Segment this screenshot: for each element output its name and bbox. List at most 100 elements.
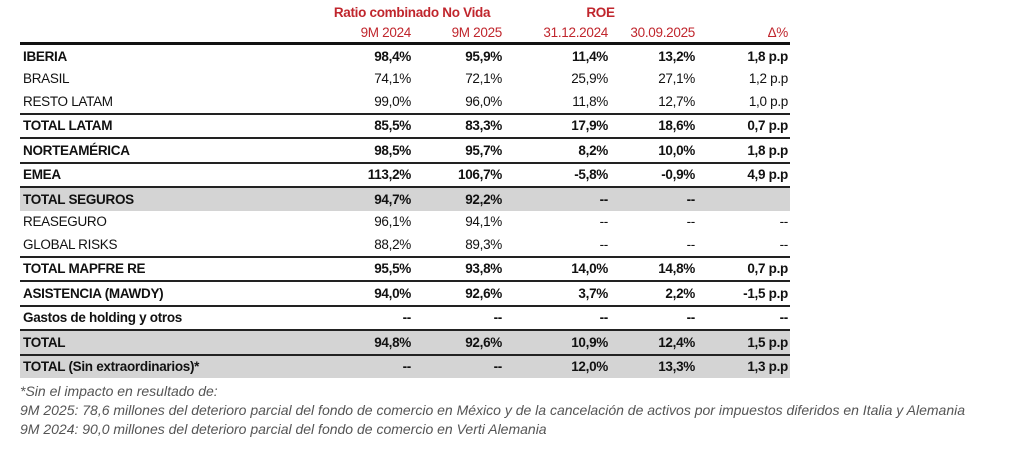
row-label: GLOBAL RISKS bbox=[23, 236, 118, 252]
group-header-row: Ratio combinado No Vida ROE bbox=[20, 2, 790, 22]
table-row: TOTAL MAPFRE RE 95,5% 93,8% 14,0% 14,8% 0,7 p… bbox=[20, 255, 790, 281]
table-cell bbox=[697, 186, 790, 211]
table-cell: 10,9% bbox=[504, 329, 610, 355]
col-header: 31.12.2024 bbox=[504, 22, 610, 45]
table-cell: 98,5% bbox=[320, 137, 413, 163]
table-row: TOTAL (Sin extraordinarios)* -- -- 12,0% 13,… bbox=[20, 353, 790, 378]
col-header: 9M 2025 bbox=[413, 22, 504, 45]
footnote: 9M 2024: 90,0 millones del deterioro par… bbox=[20, 421, 547, 437]
table-cell: 94,0% bbox=[320, 280, 413, 306]
table-cell: -- bbox=[779, 214, 789, 230]
table-row: ASISTENCIA (MAWDY) 94,0% 92,6% 3,7% 2,2% -1,5… bbox=[20, 280, 790, 306]
table-row: GLOBAL RISKS 88,2% 89,3% -- -- -- bbox=[20, 233, 790, 257]
table-cell: -1,5 p.p bbox=[697, 280, 790, 306]
table-row: REASEGURO 96,1% 94,1% -- -- -- bbox=[20, 211, 790, 234]
table-cell: -- bbox=[599, 236, 609, 252]
table-cell: 95,9% bbox=[465, 48, 502, 64]
table-cell: 98,4% bbox=[374, 48, 411, 64]
row-label: Gastos de holding y otros bbox=[20, 304, 320, 330]
table-cell: 92,2% bbox=[413, 186, 504, 211]
table-cell: 96,0% bbox=[413, 90, 504, 114]
table-row: RESTO LATAM 99,0% 96,0% 11,8% 12,7% 1,0 p.p bbox=[20, 90, 790, 114]
row-label: TOTAL MAPFRE RE bbox=[20, 255, 320, 281]
table-row: IBERIA 98,4% 95,9% 11,4% 13,2% 1,8 p.p bbox=[20, 44, 790, 68]
table-cell: 92,6% bbox=[413, 329, 504, 355]
table-row: Gastos de holding y otros -- -- -- -- -- bbox=[20, 304, 790, 330]
table-cell: 1,2 p.p bbox=[748, 71, 788, 87]
table-cell: 3,7% bbox=[504, 280, 610, 306]
table-cell: 74,1% bbox=[374, 71, 411, 87]
table-cell: 85,5% bbox=[320, 112, 413, 138]
col-header: 9M 2024 bbox=[320, 22, 413, 45]
col-header: Δ% bbox=[697, 22, 790, 45]
table-cell: 94,1% bbox=[465, 214, 502, 230]
row-label: ASISTENCIA (MAWDY) bbox=[20, 280, 320, 306]
table-cell: 1,8 p.p bbox=[747, 48, 788, 64]
table-cell: -- bbox=[686, 236, 696, 252]
row-label: BRASIL bbox=[23, 71, 70, 87]
table-cell: 12,4% bbox=[610, 329, 697, 355]
table-cell: -- bbox=[686, 214, 696, 230]
footnotes: *Sin el impacto en resultado de: 9M 2025… bbox=[20, 382, 1020, 439]
table-cell: 4,9 p.p bbox=[697, 161, 790, 187]
table-cell: -- bbox=[413, 304, 504, 330]
table-cell: 12,0% bbox=[504, 353, 610, 378]
table-cell: 1,8 p.p bbox=[697, 137, 790, 163]
row-label: IBERIA bbox=[23, 48, 67, 64]
table-cell: 113,2% bbox=[320, 161, 413, 187]
table-cell: 89,3% bbox=[465, 236, 502, 252]
table-cell: 12,7% bbox=[610, 90, 697, 114]
row-label: REASEGURO bbox=[23, 214, 107, 230]
table-cell: -- bbox=[610, 186, 697, 211]
table-cell: 106,7% bbox=[413, 161, 504, 187]
table-cell: 99,0% bbox=[320, 90, 413, 114]
table-cell: 13,3% bbox=[610, 353, 697, 378]
table-cell: 11,4% bbox=[571, 48, 608, 64]
table-cell: 93,8% bbox=[413, 255, 504, 281]
table-cell: 18,6% bbox=[610, 112, 697, 138]
table-cell: 0,7 p.p bbox=[697, 112, 790, 138]
table-cell: 25,9% bbox=[571, 71, 608, 87]
table-cell: -0,9% bbox=[610, 161, 697, 187]
table-cell: 72,1% bbox=[465, 71, 502, 87]
table-cell: -5,8% bbox=[504, 161, 610, 187]
footnote: *Sin el impacto en resultado de: bbox=[20, 383, 218, 399]
table-cell: 92,6% bbox=[413, 280, 504, 306]
table-cell: -- bbox=[504, 186, 610, 211]
table-cell: 95,7% bbox=[413, 137, 504, 163]
row-label: TOTAL SEGUROS bbox=[20, 186, 320, 211]
group-header-combined-ratio: Ratio combinado No Vida bbox=[333, 4, 491, 20]
table-cell: 95,5% bbox=[320, 255, 413, 281]
table-cell: 17,9% bbox=[504, 112, 610, 138]
row-label: TOTAL bbox=[20, 329, 320, 355]
table-cell: 8,2% bbox=[504, 137, 610, 163]
col-header: 30.09.2025 bbox=[610, 22, 697, 45]
column-header-row: 9M 2024 9M 2025 31.12.2024 30.09.2025 Δ% bbox=[20, 22, 790, 45]
table-cell: 1,3 p.p bbox=[697, 353, 790, 378]
table-cell: 10,0% bbox=[610, 137, 697, 163]
table-cell: 94,8% bbox=[320, 329, 413, 355]
table-cell: -- bbox=[504, 304, 610, 330]
footnote: 9M 2025: 78,6 millones del deterioro par… bbox=[20, 402, 965, 418]
row-label: NORTEAMÉRICA bbox=[20, 137, 320, 163]
table-cell: 1,5 p.p bbox=[697, 329, 790, 355]
table-cell: -- bbox=[413, 353, 504, 378]
row-label: RESTO LATAM bbox=[20, 90, 320, 114]
table-cell: 0,7 p.p bbox=[697, 255, 790, 281]
table-cell: -- bbox=[779, 236, 789, 252]
table-cell: -- bbox=[610, 304, 697, 330]
table-cell: -- bbox=[320, 304, 413, 330]
table-cell: 14,8% bbox=[610, 255, 697, 281]
table-cell: 1,0 p.p bbox=[697, 90, 790, 114]
table-cell: 14,0% bbox=[504, 255, 610, 281]
table-row: TOTAL 94,8% 92,6% 10,9% 12,4% 1,5 p.p bbox=[20, 329, 790, 355]
table-cell: 83,3% bbox=[413, 112, 504, 138]
table-row: BRASIL 74,1% 72,1% 25,9% 27,1% 1,2 p.p bbox=[20, 68, 790, 91]
table-cell: 2,2% bbox=[610, 280, 697, 306]
table-cell: 96,1% bbox=[374, 214, 411, 230]
row-label: TOTAL LATAM bbox=[20, 112, 320, 138]
table-cell: 94,7% bbox=[320, 186, 413, 211]
row-label: EMEA bbox=[20, 161, 320, 187]
row-label: TOTAL (Sin extraordinarios)* bbox=[20, 353, 320, 378]
table-cell: 27,1% bbox=[658, 71, 695, 87]
